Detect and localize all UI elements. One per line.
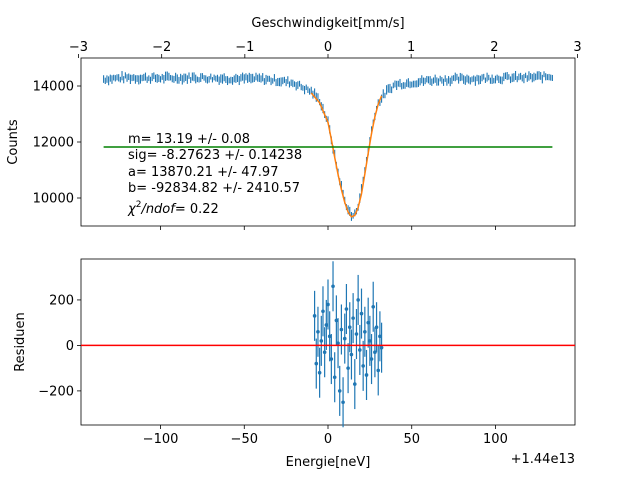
residual-point bbox=[339, 327, 344, 332]
residual-point bbox=[369, 357, 374, 361]
residual-point bbox=[332, 375, 337, 380]
fit-annotations: m= 13.19 +/- 0.08 sig= -8.27623 +/- 0.14… bbox=[127, 132, 302, 217]
residual-point bbox=[366, 320, 370, 325]
bottom-x-tick-label: −100 bbox=[143, 432, 179, 447]
bottom-x-tick-label: 100 bbox=[483, 432, 508, 447]
top-x-tick-label: 3 bbox=[573, 40, 581, 55]
residual-point bbox=[371, 304, 376, 309]
top-x-tick-label: −2 bbox=[152, 40, 171, 55]
residual-point bbox=[346, 366, 350, 370]
top-plot-area bbox=[80, 57, 576, 227]
residual-point bbox=[316, 329, 320, 334]
residual-point bbox=[337, 389, 342, 393]
top-panel: −3 −2 −1 0 1 2 3 10000 12000 14000 Geschwindigke… bbox=[6, 16, 582, 230]
bottom-x-tick-label: 0 bbox=[324, 432, 332, 447]
top-data-layer bbox=[103, 70, 553, 221]
top-y-axis-ticks: 10000 12000 14000 bbox=[33, 80, 81, 207]
residual-point bbox=[329, 357, 334, 361]
bottom-panel: −100 −50 0 50 100 −200 0 200 Energie[neV] Resi… bbox=[13, 258, 576, 470]
residual-point bbox=[379, 345, 384, 350]
top-x-tick-label: −3 bbox=[69, 40, 88, 55]
top-x-tick-label: −1 bbox=[235, 40, 254, 55]
residual-point bbox=[322, 350, 327, 355]
annotation-sig: sig= -8.27623 +/- 0.14238 bbox=[128, 148, 302, 163]
residual-point bbox=[356, 298, 360, 302]
bottom-y-tick-label: 0 bbox=[66, 339, 74, 354]
top-axis-label: Geschwindigkeit[mm/s] bbox=[251, 16, 404, 31]
top-y-tick-label: 10000 bbox=[33, 192, 74, 207]
bottom-y-tick-label: 200 bbox=[49, 293, 74, 308]
residual-point bbox=[334, 318, 339, 323]
annotation-a: a= 13870.21 +/- 47.97 bbox=[128, 165, 278, 180]
residual-point bbox=[363, 329, 367, 334]
residual-point bbox=[324, 323, 329, 327]
residual-point bbox=[326, 302, 330, 307]
top-y-tick-label: 12000 bbox=[33, 136, 74, 151]
annotation-m: m= 13.19 +/- 0.08 bbox=[128, 132, 250, 147]
top-y-tick-label: 14000 bbox=[33, 80, 74, 95]
bottom-x-tick-label: −50 bbox=[231, 432, 258, 447]
residual-point bbox=[378, 334, 382, 339]
bottom-y-axis-ticks: −200 0 200 bbox=[38, 293, 81, 399]
residual-point bbox=[374, 325, 379, 330]
residual-point bbox=[354, 332, 359, 336]
residual-point bbox=[312, 314, 317, 318]
annotation-b: b= -92834.82 +/- 2410.57 bbox=[128, 181, 300, 196]
chi-sup: 2 bbox=[136, 200, 142, 210]
chi-ndof: /ndof bbox=[140, 202, 177, 217]
residual-point bbox=[364, 373, 369, 377]
residual-point bbox=[361, 364, 365, 368]
fit-curve bbox=[310, 92, 383, 218]
bottom-x-axis-ticks: −100 −50 0 50 100 bbox=[143, 425, 508, 447]
bottom-y-axis-label: Residuen bbox=[13, 312, 28, 372]
x-offset-label: +1.44e13 bbox=[511, 452, 575, 467]
residual-point bbox=[344, 307, 349, 311]
bottom-x-axis-label: Energie[neV] bbox=[286, 455, 371, 470]
bottom-data-layer bbox=[81, 261, 575, 428]
residual-point bbox=[336, 341, 340, 345]
residual-point bbox=[358, 348, 362, 352]
bottom-x-tick-label: 50 bbox=[403, 432, 420, 447]
residual-point bbox=[373, 350, 377, 355]
residual-point bbox=[359, 311, 364, 316]
residual-point bbox=[342, 336, 347, 341]
top-x-tick-label: 0 bbox=[324, 40, 332, 55]
residual-point bbox=[376, 368, 381, 373]
residual-point bbox=[347, 325, 352, 330]
residual-point bbox=[352, 382, 357, 386]
top-x-tick-label: 1 bbox=[407, 40, 415, 55]
residual-point bbox=[341, 400, 345, 405]
top-x-tick-label: 2 bbox=[490, 40, 498, 55]
residual-point bbox=[327, 334, 332, 339]
residual-point bbox=[317, 370, 322, 375]
residual-point bbox=[368, 339, 372, 343]
bottom-y-tick-label: −200 bbox=[38, 384, 74, 399]
residual-point bbox=[349, 352, 354, 357]
residual-point bbox=[314, 361, 319, 366]
annotation-chi: χ2/ndof= 0.22 bbox=[127, 200, 219, 217]
residual-point bbox=[351, 316, 355, 320]
residual-point bbox=[331, 284, 335, 289]
residual-point bbox=[321, 309, 325, 314]
chi-value: = 0.22 bbox=[175, 202, 219, 217]
top-axis-ticks: −3 −2 −1 0 1 2 3 bbox=[69, 40, 582, 230]
residual-point bbox=[319, 339, 324, 343]
chi-symbol: χ bbox=[127, 202, 137, 217]
top-y-axis-label: Counts bbox=[6, 119, 21, 165]
